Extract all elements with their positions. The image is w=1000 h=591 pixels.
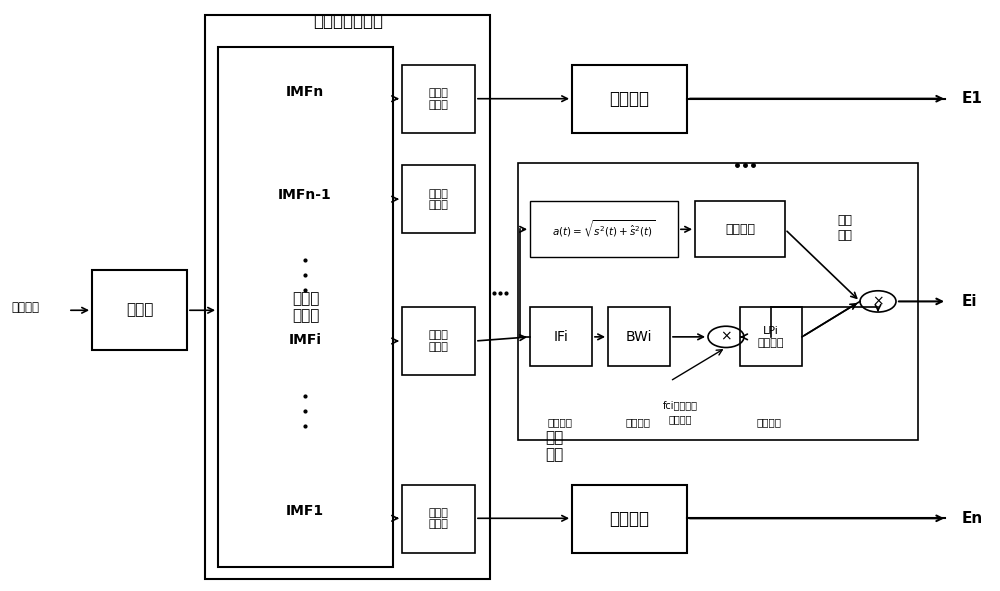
FancyBboxPatch shape	[608, 307, 670, 366]
Text: 瞬时频率: 瞬时频率	[548, 418, 572, 427]
FancyBboxPatch shape	[572, 485, 687, 553]
Text: 希尔伯
特变换: 希尔伯 特变换	[429, 330, 448, 352]
FancyBboxPatch shape	[530, 307, 592, 366]
Text: 调制步骤: 调制步骤	[610, 90, 650, 108]
Text: 幅度
调制: 幅度 调制	[838, 213, 852, 242]
Text: ×: ×	[872, 294, 884, 309]
Text: 希尔伯
特变换: 希尔伯 特变换	[429, 189, 448, 210]
Text: BWi: BWi	[626, 330, 652, 344]
FancyBboxPatch shape	[530, 201, 678, 257]
Text: 经验模
态分解: 经验模 态分解	[292, 291, 319, 323]
FancyBboxPatch shape	[572, 65, 687, 133]
Text: ×: ×	[720, 330, 732, 344]
Text: 调制步骤: 调制步骤	[610, 509, 650, 528]
Text: 调制
步骤: 调制 步骤	[545, 430, 563, 462]
Text: IMF1: IMF1	[286, 504, 324, 518]
Text: 希尔伯
特变换: 希尔伯 特变换	[429, 508, 448, 530]
Text: 预处理: 预处理	[126, 303, 153, 317]
Text: Ei: Ei	[962, 294, 978, 309]
Text: IMFn: IMFn	[286, 85, 324, 99]
FancyBboxPatch shape	[695, 201, 785, 257]
Text: fci双向脉冲: fci双向脉冲	[662, 400, 698, 410]
Text: 希尔伯
特变换: 希尔伯 特变换	[429, 88, 448, 110]
FancyBboxPatch shape	[518, 163, 918, 440]
FancyBboxPatch shape	[218, 47, 393, 567]
Text: IMFi: IMFi	[288, 333, 322, 347]
FancyBboxPatch shape	[402, 165, 475, 233]
FancyBboxPatch shape	[402, 485, 475, 553]
Text: $a(t)=\sqrt{s^2(t)+\hat{s}^2(t)}$: $a(t)=\sqrt{s^2(t)+\hat{s}^2(t)}$	[552, 218, 656, 240]
Text: 低通滤波: 低通滤波	[757, 418, 782, 427]
Text: 语音信号: 语音信号	[11, 301, 39, 314]
FancyBboxPatch shape	[402, 307, 475, 375]
Text: E1: E1	[962, 91, 983, 106]
Text: 希尔伯特黄变换: 希尔伯特黄变换	[313, 12, 383, 30]
Text: IFi: IFi	[554, 330, 568, 344]
FancyBboxPatch shape	[92, 270, 187, 350]
FancyBboxPatch shape	[740, 307, 802, 366]
FancyBboxPatch shape	[205, 15, 490, 579]
Text: 带宽限制: 带宽限制	[626, 418, 650, 427]
Text: LPi
低通滤波: LPi 低通滤波	[758, 326, 784, 348]
Text: IMFn-1: IMFn-1	[278, 188, 332, 202]
Text: En: En	[962, 511, 983, 526]
Text: 低通滤波: 低通滤波	[725, 223, 755, 235]
FancyBboxPatch shape	[402, 65, 475, 133]
Text: 频率调制: 频率调制	[668, 415, 692, 424]
